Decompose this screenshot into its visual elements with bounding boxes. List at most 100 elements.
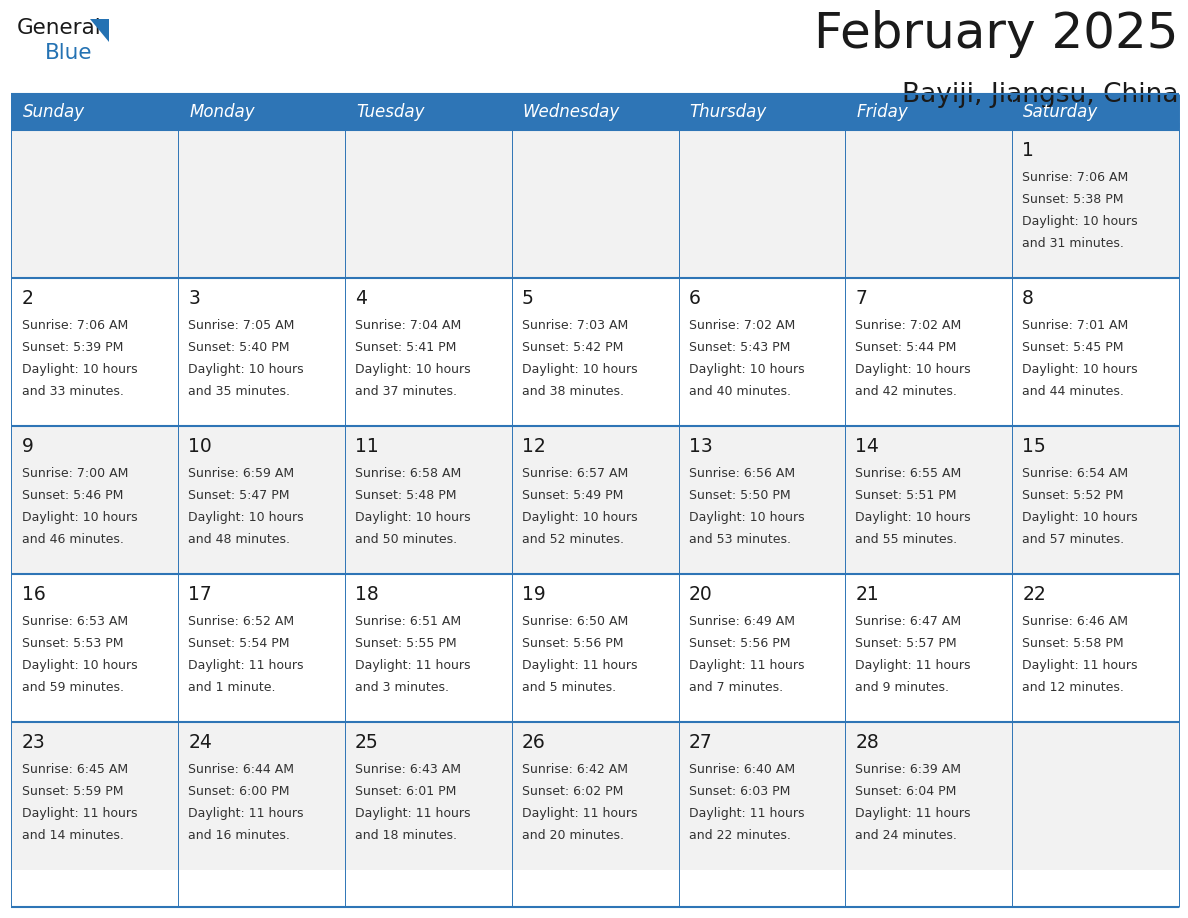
Bar xyxy=(345,575,512,722)
Text: Sunrise: 6:53 AM: Sunrise: 6:53 AM xyxy=(21,615,127,629)
Text: Sunset: 6:00 PM: Sunset: 6:00 PM xyxy=(188,785,290,799)
Bar xyxy=(1012,130,1178,278)
Text: Sunset: 5:58 PM: Sunset: 5:58 PM xyxy=(1022,637,1124,650)
Text: 11: 11 xyxy=(355,438,379,456)
Text: Sunrise: 6:57 AM: Sunrise: 6:57 AM xyxy=(522,467,628,480)
Bar xyxy=(12,278,178,427)
Text: 18: 18 xyxy=(355,586,379,604)
Bar xyxy=(178,427,345,575)
Text: Daylight: 10 hours: Daylight: 10 hours xyxy=(1022,215,1138,228)
Bar xyxy=(678,722,846,870)
Text: 23: 23 xyxy=(21,733,45,753)
Text: Daylight: 11 hours: Daylight: 11 hours xyxy=(188,807,304,820)
Bar xyxy=(678,130,846,278)
Text: Sunset: 5:50 PM: Sunset: 5:50 PM xyxy=(689,489,790,502)
Text: 21: 21 xyxy=(855,586,879,604)
Text: Sunset: 5:43 PM: Sunset: 5:43 PM xyxy=(689,341,790,354)
Text: 20: 20 xyxy=(689,586,713,604)
Text: Sunset: 5:42 PM: Sunset: 5:42 PM xyxy=(522,341,624,354)
Bar xyxy=(12,722,178,870)
Text: and 50 minutes.: and 50 minutes. xyxy=(355,533,457,546)
Bar xyxy=(678,278,846,427)
Text: Daylight: 10 hours: Daylight: 10 hours xyxy=(355,511,470,524)
Text: and 20 minutes.: and 20 minutes. xyxy=(522,829,624,842)
Text: Daylight: 11 hours: Daylight: 11 hours xyxy=(355,807,470,820)
Text: 17: 17 xyxy=(188,586,211,604)
Text: Sunset: 5:54 PM: Sunset: 5:54 PM xyxy=(188,637,290,650)
Text: Sunrise: 7:05 AM: Sunrise: 7:05 AM xyxy=(188,319,295,332)
Bar xyxy=(846,427,1012,575)
Text: Daylight: 11 hours: Daylight: 11 hours xyxy=(689,659,804,672)
Text: Daylight: 10 hours: Daylight: 10 hours xyxy=(188,511,304,524)
Text: Daylight: 10 hours: Daylight: 10 hours xyxy=(21,364,137,376)
Text: 3: 3 xyxy=(188,289,200,308)
Text: 26: 26 xyxy=(522,733,545,753)
Text: Sunset: 5:38 PM: Sunset: 5:38 PM xyxy=(1022,194,1124,207)
Text: 8: 8 xyxy=(1022,289,1034,308)
Text: Sunset: 5:59 PM: Sunset: 5:59 PM xyxy=(21,785,124,799)
Text: 10: 10 xyxy=(188,438,211,456)
Text: Sunset: 6:04 PM: Sunset: 6:04 PM xyxy=(855,785,956,799)
Text: and 22 minutes.: and 22 minutes. xyxy=(689,829,790,842)
Text: Sunrise: 6:59 AM: Sunrise: 6:59 AM xyxy=(188,467,295,480)
Bar xyxy=(512,575,678,722)
Text: and 52 minutes.: and 52 minutes. xyxy=(522,533,624,546)
Text: Sunset: 5:45 PM: Sunset: 5:45 PM xyxy=(1022,341,1124,354)
Bar xyxy=(178,278,345,427)
Text: Sunrise: 6:40 AM: Sunrise: 6:40 AM xyxy=(689,764,795,777)
Bar xyxy=(678,575,846,722)
Text: Wednesday: Wednesday xyxy=(523,103,620,121)
Text: Daylight: 11 hours: Daylight: 11 hours xyxy=(355,659,470,672)
Text: Sunrise: 6:44 AM: Sunrise: 6:44 AM xyxy=(188,764,295,777)
Text: and 44 minutes.: and 44 minutes. xyxy=(1022,385,1124,397)
Text: Sunset: 5:53 PM: Sunset: 5:53 PM xyxy=(21,637,124,650)
Text: 7: 7 xyxy=(855,289,867,308)
Text: Saturday: Saturday xyxy=(1023,103,1099,121)
Bar xyxy=(846,278,1012,427)
Bar xyxy=(12,575,178,722)
Text: Sunrise: 6:52 AM: Sunrise: 6:52 AM xyxy=(188,615,295,629)
Text: and 18 minutes.: and 18 minutes. xyxy=(355,829,457,842)
Text: Daylight: 10 hours: Daylight: 10 hours xyxy=(522,364,638,376)
Bar xyxy=(178,130,345,278)
Bar xyxy=(512,130,678,278)
Text: Daylight: 11 hours: Daylight: 11 hours xyxy=(522,659,637,672)
Text: 14: 14 xyxy=(855,438,879,456)
Text: and 55 minutes.: and 55 minutes. xyxy=(855,533,958,546)
Text: Sunset: 5:49 PM: Sunset: 5:49 PM xyxy=(522,489,624,502)
Text: Sunset: 6:01 PM: Sunset: 6:01 PM xyxy=(355,785,456,799)
Polygon shape xyxy=(90,19,109,42)
Text: Sunset: 5:48 PM: Sunset: 5:48 PM xyxy=(355,489,456,502)
Text: Sunrise: 7:01 AM: Sunrise: 7:01 AM xyxy=(1022,319,1129,332)
Text: Sunset: 5:56 PM: Sunset: 5:56 PM xyxy=(522,637,624,650)
Text: Daylight: 11 hours: Daylight: 11 hours xyxy=(855,659,971,672)
Text: Sunrise: 6:58 AM: Sunrise: 6:58 AM xyxy=(355,467,461,480)
Text: Sunrise: 7:06 AM: Sunrise: 7:06 AM xyxy=(1022,172,1129,185)
Text: 12: 12 xyxy=(522,438,545,456)
Text: Daylight: 10 hours: Daylight: 10 hours xyxy=(689,511,804,524)
Text: Sunrise: 6:49 AM: Sunrise: 6:49 AM xyxy=(689,615,795,629)
Text: Thursday: Thursday xyxy=(690,103,767,121)
Text: Tuesday: Tuesday xyxy=(356,103,424,121)
Text: and 12 minutes.: and 12 minutes. xyxy=(1022,681,1124,694)
Bar xyxy=(512,722,678,870)
Bar xyxy=(345,130,512,278)
Bar xyxy=(846,130,1012,278)
Bar xyxy=(1012,427,1178,575)
Bar xyxy=(678,427,846,575)
Text: Daylight: 10 hours: Daylight: 10 hours xyxy=(355,364,470,376)
Text: and 33 minutes.: and 33 minutes. xyxy=(21,385,124,397)
Text: Sunrise: 6:50 AM: Sunrise: 6:50 AM xyxy=(522,615,628,629)
Text: 4: 4 xyxy=(355,289,367,308)
Text: Sunday: Sunday xyxy=(23,103,84,121)
Bar xyxy=(345,278,512,427)
Text: and 7 minutes.: and 7 minutes. xyxy=(689,681,783,694)
Text: Friday: Friday xyxy=(857,103,908,121)
Text: Sunset: 5:56 PM: Sunset: 5:56 PM xyxy=(689,637,790,650)
Bar xyxy=(12,427,178,575)
Text: Daylight: 10 hours: Daylight: 10 hours xyxy=(188,364,304,376)
Text: 16: 16 xyxy=(21,586,45,604)
Text: and 57 minutes.: and 57 minutes. xyxy=(1022,533,1124,546)
Text: February 2025: February 2025 xyxy=(815,10,1178,58)
Text: 27: 27 xyxy=(689,733,713,753)
